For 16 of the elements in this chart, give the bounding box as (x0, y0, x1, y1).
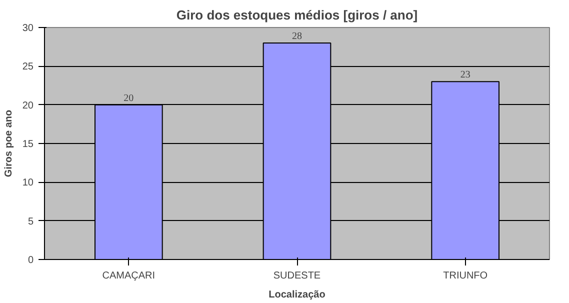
x-axis-title: Localização (268, 290, 326, 300)
y-tick-label: 20 (22, 100, 34, 112)
data-label: 20 (124, 92, 134, 104)
y-tick-label: 15 (22, 139, 34, 150)
y-tick-label: 5 (28, 216, 34, 228)
x-tick-label: CAMAÇARI (102, 270, 156, 282)
y-tick-label: 30 (22, 23, 34, 34)
x-tick-label: SUDESTE (273, 270, 321, 282)
y-axis-title: Giros poe ano (3, 110, 14, 178)
data-label: 28 (292, 30, 302, 42)
y-tick-label: 25 (22, 62, 34, 73)
data-label: 23 (460, 70, 470, 81)
y-tick-label: 10 (22, 178, 34, 189)
x-tick-label: TRIUNFO (443, 270, 488, 282)
y-tick-label: 0 (28, 255, 34, 266)
chart-title: Giro dos estoques médios [giros / ano] (176, 8, 418, 22)
